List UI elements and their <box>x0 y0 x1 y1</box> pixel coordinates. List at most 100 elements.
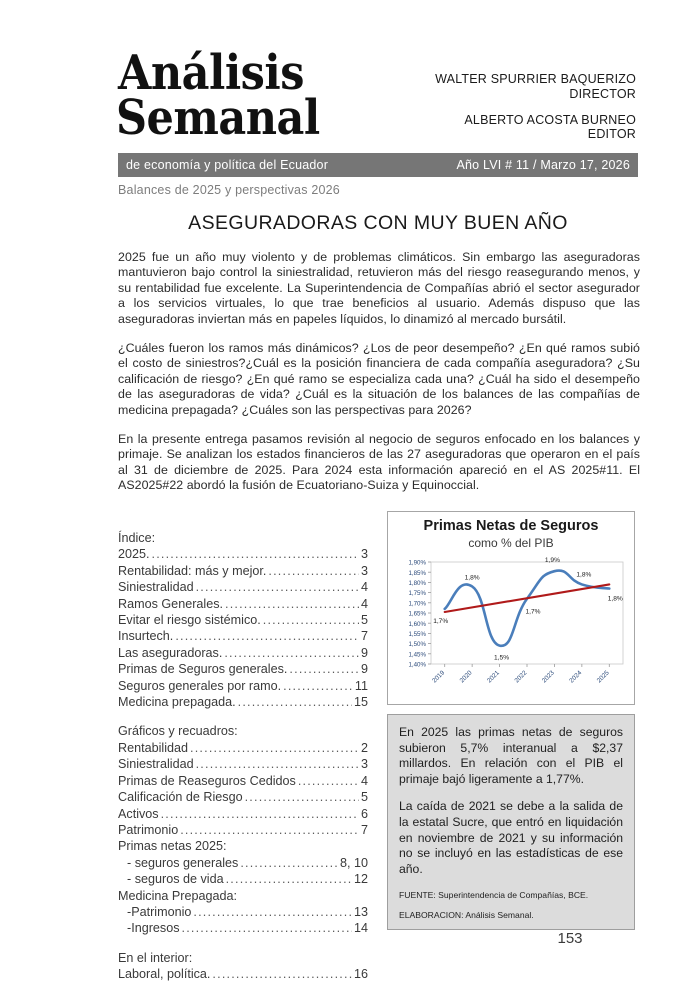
toc-entry-label: Rentabilidad <box>118 740 189 755</box>
toc-entry-page: 5 <box>360 613 368 628</box>
page-title: ASEGURADORAS CON MUY BUEN AÑO <box>188 212 568 234</box>
editor-role: EDITOR <box>587 127 636 142</box>
toc-entry[interactable]: Calificación de Riesgo..................… <box>118 789 368 805</box>
toc-leader-dots: ........................................… <box>195 580 359 595</box>
banner-tagline: de economía y política del Ecuador <box>126 158 329 172</box>
toc-heading-interior: En el interior: <box>118 950 193 965</box>
line-chart-svg: 1,90% 1,85% 1,80% 1,75% 1,70% 1,65% 1,60% 1,55%… <box>408 557 624 684</box>
toc-entry-page: 3 <box>360 757 368 772</box>
toc-entry[interactable]: - seguros de vida ......................… <box>118 871 368 887</box>
x-axis-tick-label: 2024 <box>568 669 583 684</box>
toc-entry-page: 16 <box>353 967 368 982</box>
y-axis-tick-label: 1,65% <box>408 611 426 618</box>
toc-leader-dots: ........................................… <box>297 773 359 788</box>
toc-leader-dots: ........................................… <box>225 596 359 611</box>
spacer <box>118 710 368 723</box>
toc-entry[interactable]: Rentabilidad............................… <box>118 740 368 756</box>
y-axis-tick-label: 1,75% <box>408 590 426 597</box>
toc-entry[interactable]: Laboral, política.......................… <box>118 966 368 982</box>
toc-entry-label: -Patrimonio <box>127 904 192 919</box>
toc-entry-page: 13 <box>353 904 368 919</box>
toc-entry[interactable]: Medicina prepagada......................… <box>118 694 368 710</box>
toc-group-medicina: -Patrimonio.............................… <box>118 904 368 937</box>
toc-entry-label: Rentabilidad: más y mejor. <box>118 563 267 578</box>
publication-logo: Análisis Semanal <box>116 49 398 141</box>
y-axis-tick-label: 1,80% <box>408 580 426 587</box>
toc-entry-page: 6 <box>360 806 368 821</box>
y-axis-tick-label: 1,70% <box>408 600 426 607</box>
toc-entry[interactable]: Primas de Seguros generales.............… <box>118 661 368 677</box>
logo-line-1: Análisis <box>118 45 304 102</box>
toc-entry-page: 4 <box>360 773 368 788</box>
toc-entry-label: - seguros de vida <box>127 872 224 887</box>
toc-leader-dots: ........................................… <box>212 967 352 982</box>
toc-heading-primas: Primas netas 2025: <box>118 839 227 854</box>
toc-entry[interactable]: 2025....................................… <box>118 546 368 562</box>
toc-heading-figures: Gráficos y recuadros: <box>118 724 238 739</box>
banner-bar: de economía y política del Ecuador Año L… <box>118 153 638 177</box>
toc-heading-index: Índice: <box>118 531 156 545</box>
chart-data-label: 1,8% <box>576 571 591 578</box>
toc-entry[interactable]: Primas de Reaseguros Cedidos............… <box>118 773 368 789</box>
toc-entry[interactable]: Evitar el riesgo sistémico..............… <box>118 612 368 628</box>
toc-entry-label: Activos <box>118 806 159 821</box>
toc-leader-dots: ........................................… <box>283 678 353 693</box>
chart-container: Primas Netas de Seguros como % del PIB 1… <box>387 511 635 705</box>
toc-entry-label: Medicina prepagada. <box>118 695 236 710</box>
director-name: WALTER SPURRIER BAQUERIZO <box>435 72 636 86</box>
chart-data-label: 1,7% <box>525 609 540 616</box>
toc-entry[interactable]: Seguros generales por ramo..............… <box>118 678 368 694</box>
toc-entry-page: 4 <box>360 596 368 611</box>
spacer <box>118 937 368 950</box>
toc-entry-page: 12 <box>353 872 368 887</box>
section-subhead: Balances de 2025 y perspectivas 2026 <box>118 183 340 197</box>
article-body: 2025 fue un año muy violento y de proble… <box>118 250 640 508</box>
toc-leader-dots: ........................................… <box>244 790 359 805</box>
toc-entry[interactable]: -Patrimonio.............................… <box>118 904 368 920</box>
toc-entry[interactable]: Patrimonio .............................… <box>118 822 368 838</box>
x-axis-tick-label: 2021 <box>486 669 501 684</box>
toc-entry-page: 11 <box>354 678 368 693</box>
chart-plot-area: 1,90% 1,85% 1,80% 1,75% 1,70% 1,65% 1,60% 1,55%… <box>395 556 629 698</box>
toc-leader-dots: ........................................… <box>237 695 352 710</box>
toc-leader-dots: ........................................… <box>193 904 352 919</box>
chart-data-label: 1,8% <box>608 596 623 603</box>
toc-entry[interactable]: Siniestralidad .........................… <box>118 756 368 772</box>
toc-leader-dots: ........................................… <box>195 757 359 772</box>
table-of-contents: Índice: 2025............................… <box>118 530 368 983</box>
toc-leader-dots: ........................................… <box>240 855 338 870</box>
toc-group-interior: Laboral, política.......................… <box>118 966 368 982</box>
toc-entry[interactable]: - seguros generales ....................… <box>118 855 368 871</box>
toc-leader-dots: ........................................… <box>181 921 352 936</box>
toc-leader-dots: ........................................… <box>289 662 359 677</box>
y-axis-tick-label: 1,40% <box>408 662 426 669</box>
toc-entry-label: Primas de Seguros generales. <box>118 662 288 677</box>
toc-entry[interactable]: Insurtech...............................… <box>118 628 368 644</box>
toc-entry-page: 3 <box>360 547 368 562</box>
toc-entry-page: 15 <box>353 695 368 710</box>
toc-leader-dots: ........................................… <box>175 629 359 644</box>
note-elaboration: ELABORACION: Análisis Semanal. <box>399 910 534 921</box>
toc-entry[interactable]: -Ingresos ..............................… <box>118 920 368 936</box>
toc-entry-label: Siniestralidad <box>118 580 194 595</box>
director-block: WALTER SPURRIER BAQUERIZO DIRECTOR <box>386 72 636 102</box>
toc-entry-label: 2025. <box>118 547 150 562</box>
note-paragraph: La caída de 2021 se debe a la salida de … <box>399 799 623 876</box>
toc-entry-label: Evitar el riesgo sistémico. <box>118 613 261 628</box>
toc-entry[interactable]: Ramos Generales.........................… <box>118 596 368 612</box>
chart-note-box: En 2025 las primas netas de seguros subi… <box>387 714 635 930</box>
toc-group-primas: - seguros generales ....................… <box>118 855 368 888</box>
x-axis-tick-label: 2025 <box>596 669 611 684</box>
toc-entry[interactable]: Activos ................................… <box>118 806 368 822</box>
chart-plot-frame <box>430 561 624 665</box>
y-axis-tick-label: 1,85% <box>408 570 426 577</box>
toc-entry-label: Insurtech. <box>118 629 174 644</box>
toc-entry[interactable]: Siniestralidad..........................… <box>118 579 368 595</box>
toc-entry[interactable]: Las aseguradoras........................… <box>118 645 368 661</box>
toc-leader-dots: ........................................… <box>151 547 359 562</box>
toc-entry[interactable]: Rentabilidad: más y mejor...............… <box>118 563 368 579</box>
editorial-credits: WALTER SPURRIER BAQUERIZO DIRECTOR ALBER… <box>386 72 636 142</box>
chart-data-label: 1,7% <box>433 618 448 625</box>
toc-leader-dots: ........................................… <box>268 563 359 578</box>
